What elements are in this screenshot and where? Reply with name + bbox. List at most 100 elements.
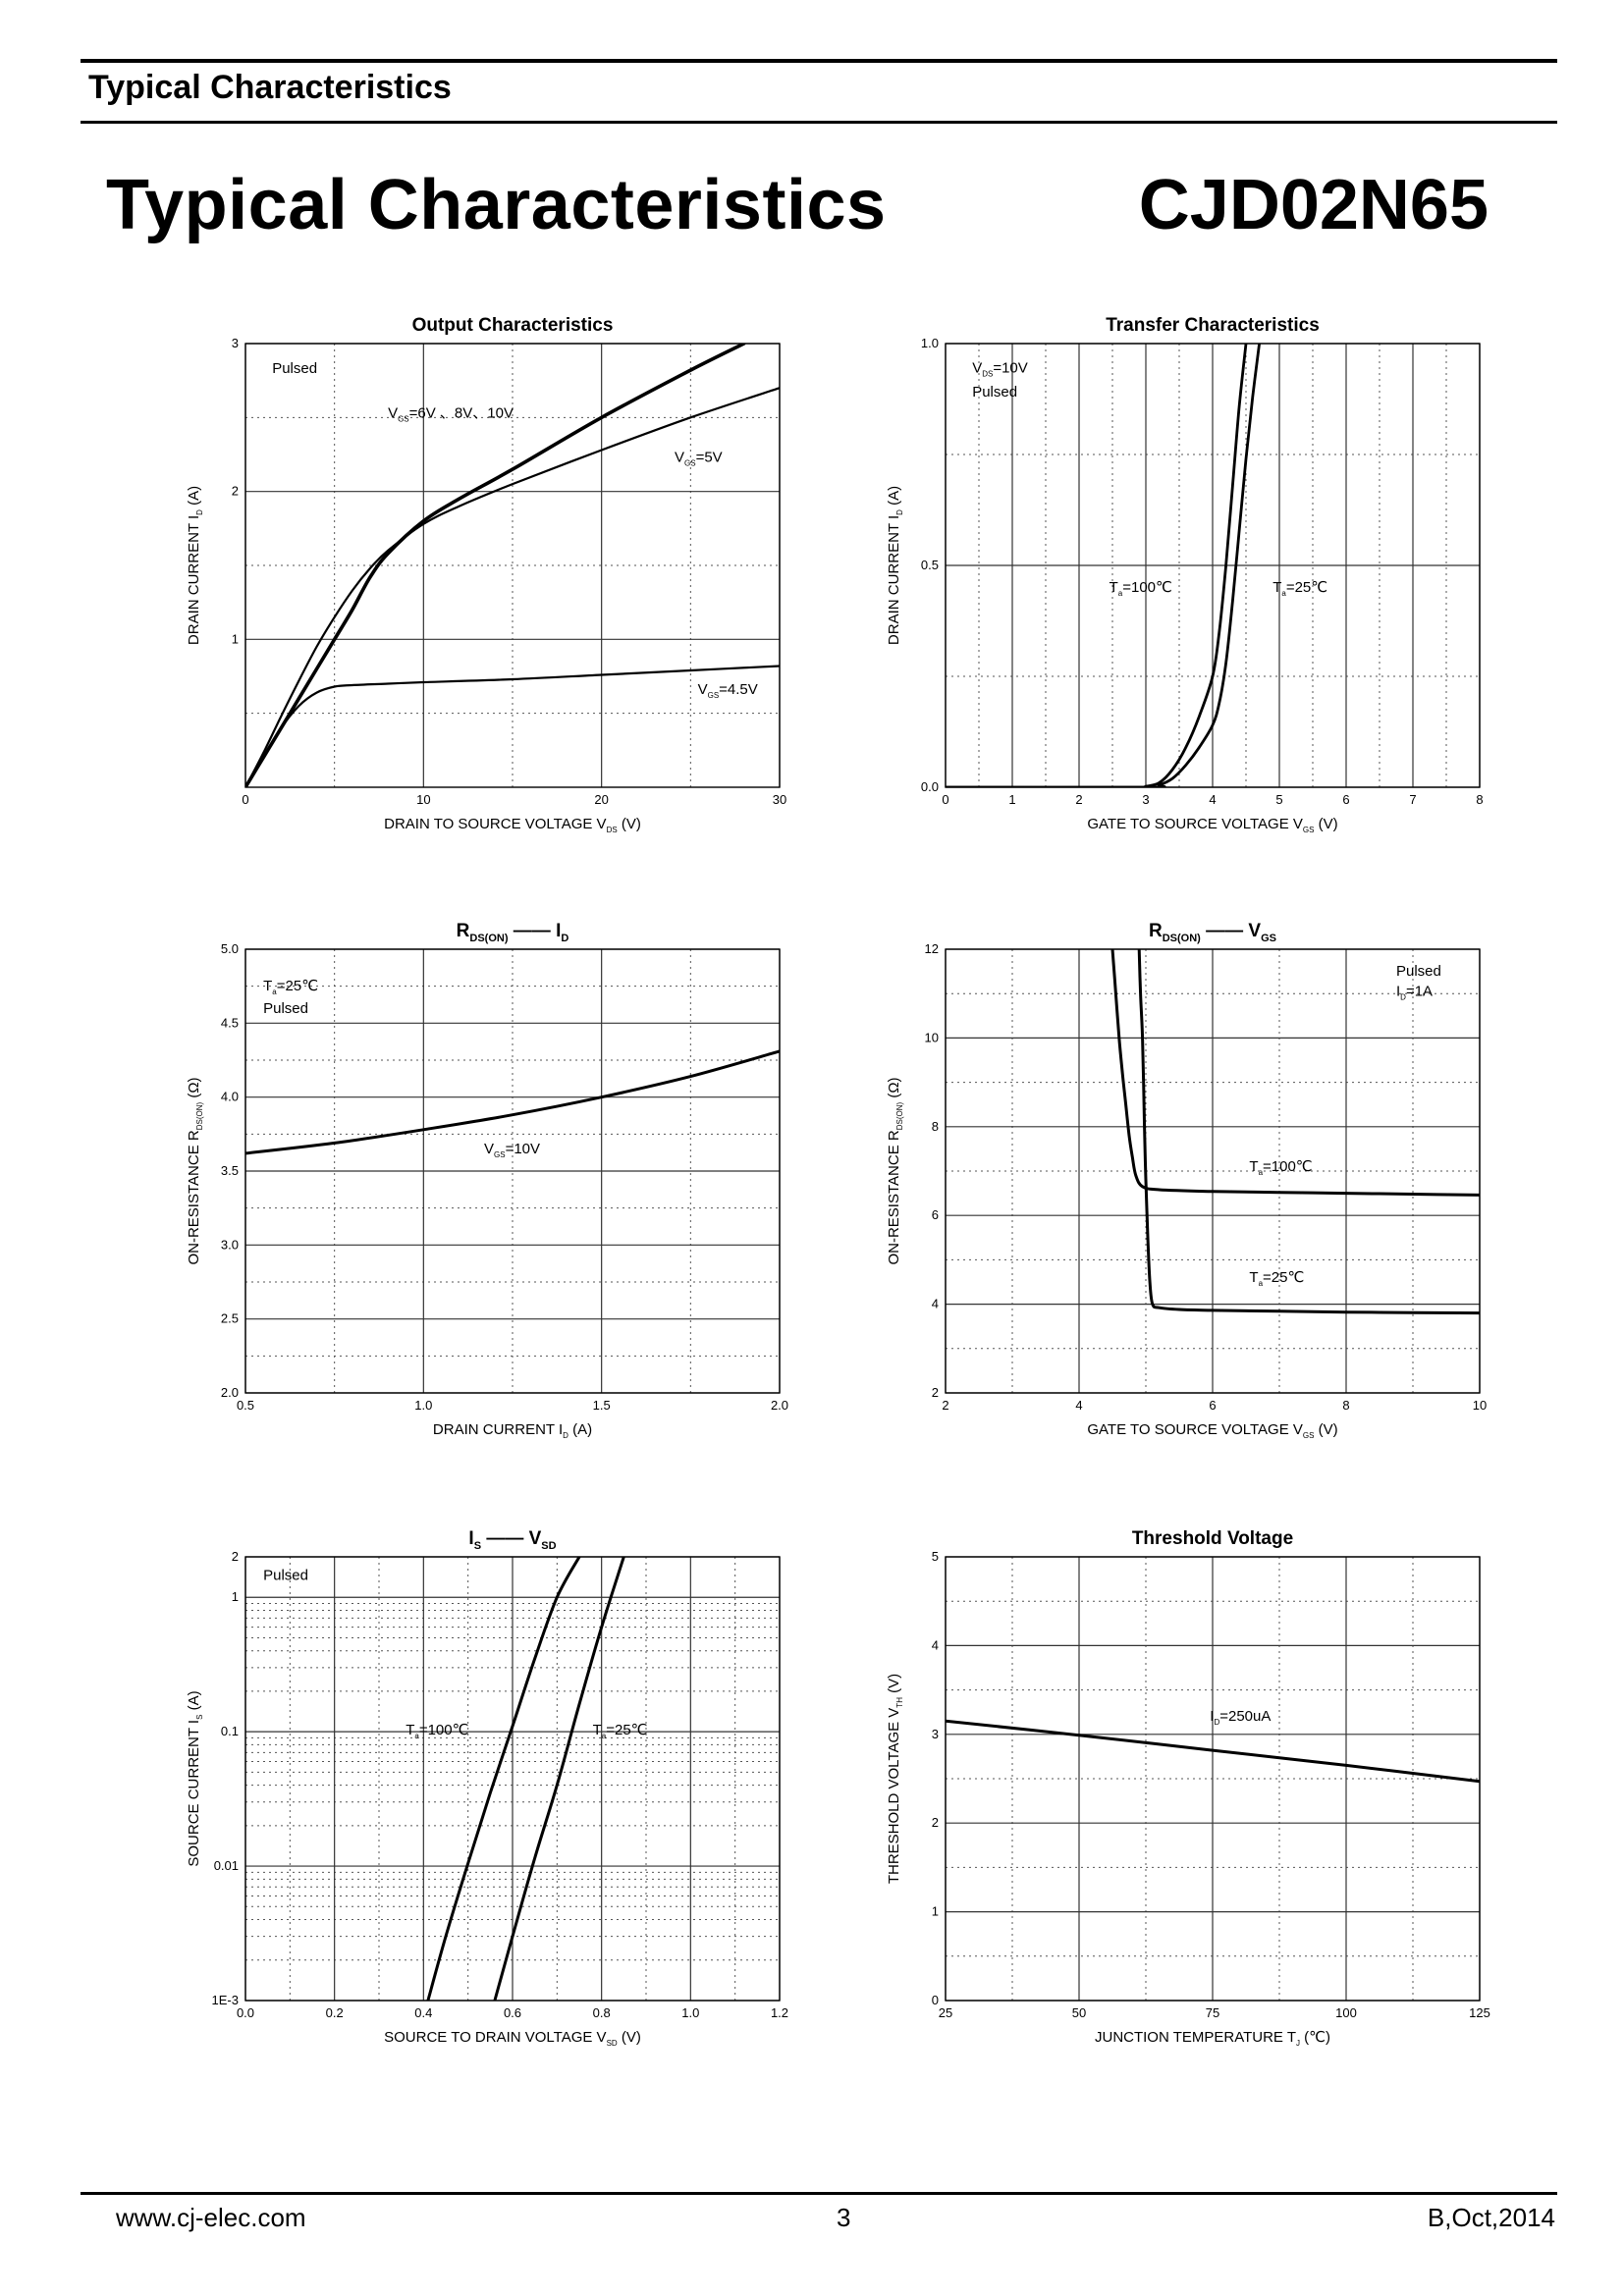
chart-annotation: VGS=6V 、8V、10V (388, 404, 514, 423)
y-tick-label: 3.5 (221, 1163, 239, 1178)
y-axis-label: THRESHOLD VOLTAGE VTH (V) (886, 1674, 904, 1884)
y-tick-label: 2 (932, 1815, 939, 1830)
chart-annotation: ID=250uA (1210, 1708, 1271, 1727)
x-tick-label: 0.4 (414, 2005, 432, 2020)
x-tick-label: 0.5 (237, 1398, 254, 1413)
y-tick-label: 0.0 (921, 779, 939, 794)
x-tick-label: 3 (1142, 792, 1149, 807)
x-tick-label: 0 (942, 792, 948, 807)
y-axis-label: DRAIN CURRENT ID (A) (186, 486, 204, 645)
chart-threshold: 25 50 75 100 125 0 1 2 3 4 5 Threshold Voltage JUNCT… (886, 1528, 1490, 2048)
y-tick-label: 0.1 (221, 1724, 239, 1738)
chart-transfer: 0 1 2 3 4 5 6 7 8 0.0 0.5 1.0 Transfer Characteristi… (886, 315, 1484, 834)
x-tick-label: 125 (1469, 2005, 1490, 2020)
x-tick-label: 0.0 (237, 2005, 254, 2020)
x-tick-label: 0.2 (326, 2005, 344, 2020)
x-tick-label: 10 (1473, 1398, 1487, 1413)
footer-revision: B,Oct,2014 (1427, 2203, 1555, 2232)
chart-annotation: ID=1A (1396, 983, 1433, 1001)
page-title: Typical Characteristics (106, 166, 887, 244)
y-axis-label: SOURCE CURRENT IS (A) (186, 1690, 204, 1866)
y-tick-label: 0.01 (214, 1858, 239, 1873)
chart-title: RDS(ON) —— ID (457, 921, 569, 944)
x-tick-label: 1.2 (771, 2005, 788, 2020)
x-tick-label: 1 (1008, 792, 1015, 807)
y-tick-label: 5 (932, 1549, 939, 1564)
y-tick-label: 3 (932, 1727, 939, 1741)
chart-title: Output Characteristics (412, 315, 614, 336)
chart-annotation: Pulsed (272, 360, 317, 377)
y-tick-label: 2 (932, 1385, 939, 1400)
x-tick-label: 5 (1275, 792, 1282, 807)
chart-annotation: Ta=25℃ (593, 1722, 648, 1740)
series-line (946, 1719, 1480, 1784)
series-line (493, 1557, 625, 2001)
plot-frame (244, 1556, 781, 2002)
y-axis-label: ON-RESISTANCE RDS(ON) (Ω) (186, 1077, 204, 1264)
x-tick-label: 2 (1075, 792, 1082, 807)
y-tick-label: 3.0 (221, 1237, 239, 1252)
y-tick-label: 1 (232, 631, 239, 646)
footer-page-number: 3 (837, 2203, 851, 2232)
y-axis-label: DRAIN CURRENT ID (A) (886, 486, 904, 645)
series-line (245, 344, 746, 787)
y-tick-label: 5.0 (221, 941, 239, 956)
plot-frame (244, 948, 781, 1394)
y-tick-label: 1 (232, 1589, 239, 1604)
chart-title: Transfer Characteristics (1106, 315, 1320, 336)
chart-title: Threshold Voltage (1132, 1528, 1293, 1549)
plot-frame (244, 343, 781, 788)
part-number: CJD02N65 (1138, 166, 1489, 244)
chart-is-vsd: 0.0 0.2 0.4 0.6 0.8 1.0 1.2 1E-3 0.01 0.1 1 2 IS —— … (186, 1528, 788, 2048)
plot-frame (945, 948, 1481, 1394)
x-tick-label: 1.0 (681, 2005, 699, 2020)
plot-frame (945, 343, 1481, 788)
y-tick-label: 10 (925, 1030, 939, 1044)
chart-annotation: Ta=100℃ (1249, 1158, 1312, 1177)
x-axis-label: GATE TO SOURCE VOLTAGE VGS (V) (1087, 1421, 1337, 1440)
x-tick-label: 2.0 (771, 1398, 788, 1413)
y-tick-label: 1E-3 (212, 1993, 239, 2007)
y-tick-label: 8 (932, 1119, 939, 1134)
chart-output: 0 10 20 30 1 2 3 Output Characteristics DRAIN TO… (186, 315, 786, 834)
footer-url: www.cj-elec.com (116, 2203, 306, 2232)
chart-rds-id: 0.5 1.0 1.5 2.0 2.0 2.5 3.0 3.5 4.0 4.5 5.0 RDS(ON)… (186, 921, 788, 1440)
y-tick-label: 0.5 (921, 558, 939, 572)
x-tick-label: 7 (1409, 792, 1416, 807)
series-line (946, 344, 1261, 787)
chart-annotation: VDS=10V (972, 359, 1028, 378)
x-tick-label: 1.0 (414, 1398, 432, 1413)
series-line (1110, 949, 1480, 1197)
x-tick-label: 30 (773, 792, 786, 807)
header-rule-top (81, 59, 1557, 63)
y-tick-label: 3 (232, 336, 239, 350)
x-tick-label: 75 (1206, 2005, 1219, 2020)
chart-annotation: VGS=10V (484, 1141, 540, 1159)
series-line (245, 1049, 780, 1155)
y-tick-label: 1.0 (921, 336, 939, 350)
x-axis-label: SOURCE TO DRAIN VOLTAGE VSD (V) (384, 2029, 641, 2048)
header-rule-bottom (81, 121, 1557, 124)
footer-rule (81, 2192, 1557, 2195)
chart-annotation: Ta=100℃ (406, 1722, 468, 1740)
x-tick-label: 4 (1209, 792, 1216, 807)
x-tick-label: 0 (242, 792, 248, 807)
chart-annotation: Ta=25℃ (1249, 1269, 1304, 1288)
x-tick-label: 50 (1072, 2005, 1086, 2020)
x-tick-label: 8 (1476, 792, 1483, 807)
series-line (245, 387, 780, 787)
y-tick-label: 4 (932, 1637, 939, 1652)
x-tick-label: 20 (594, 792, 608, 807)
y-tick-label: 6 (932, 1207, 939, 1222)
header-label: Typical Characteristics (88, 69, 452, 106)
x-tick-label: 0.8 (593, 2005, 611, 2020)
y-tick-label: 2 (232, 484, 239, 499)
chart-annotation: Ta=100℃ (1110, 579, 1172, 598)
chart-annotation: Pulsed (1396, 963, 1441, 980)
x-tick-label: 100 (1335, 2005, 1357, 2020)
plot-frame (945, 1556, 1481, 2002)
chart-annotation: Pulsed (263, 1000, 308, 1017)
chart-annotation: Pulsed (263, 1567, 308, 1583)
y-axis-label: ON-RESISTANCE RDS(ON) (Ω) (886, 1077, 904, 1264)
